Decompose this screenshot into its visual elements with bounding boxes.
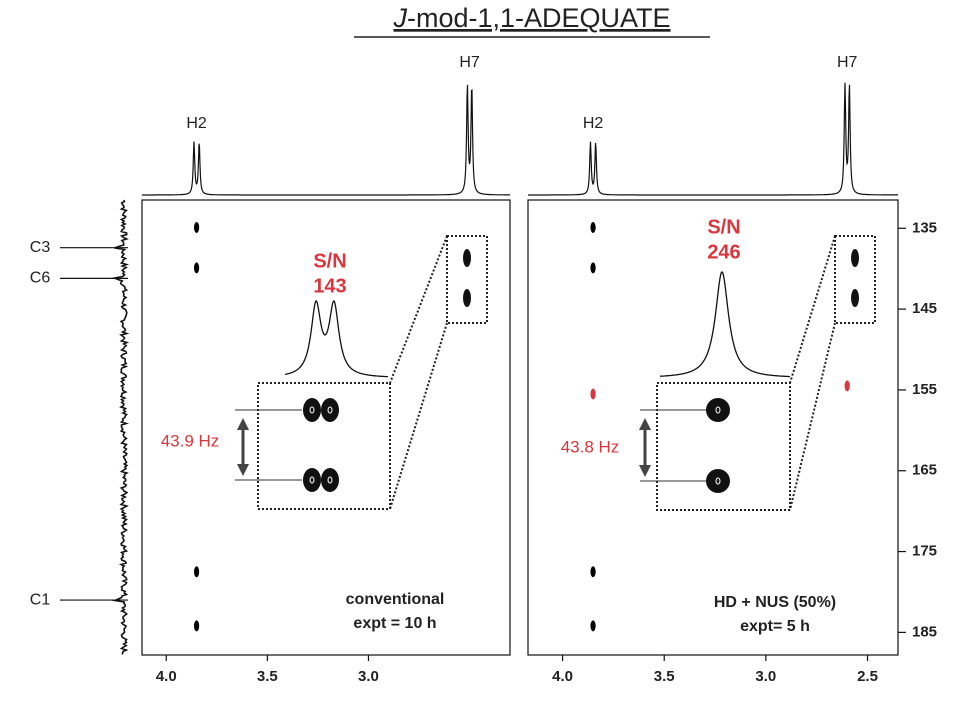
peak-label: H7 xyxy=(459,54,480,71)
row-label: C3 xyxy=(30,239,51,256)
slice-spectrum xyxy=(659,271,791,378)
x-tick-label: 2.5 xyxy=(857,668,878,685)
slice-spectrum xyxy=(284,300,389,378)
carbon-trace xyxy=(111,199,130,655)
zoom-spot xyxy=(851,249,859,267)
peak-label: H7 xyxy=(837,54,858,71)
x-tick-label: 3.0 xyxy=(755,668,776,685)
y-tick-label: 165 xyxy=(912,462,937,479)
zoom-spot xyxy=(463,289,471,307)
arrow-head xyxy=(237,464,249,476)
contour-center xyxy=(309,406,315,414)
arrow-head xyxy=(237,418,249,430)
zoom-connector xyxy=(789,235,836,384)
zoom-spot xyxy=(851,289,859,307)
row-label: C6 xyxy=(30,270,51,287)
contour-center xyxy=(327,476,333,484)
contour xyxy=(303,398,321,422)
y-tick-label: 145 xyxy=(912,300,937,317)
zoom-box xyxy=(446,235,488,324)
zoom-spot xyxy=(463,249,471,267)
contour-center xyxy=(715,406,721,414)
zoom-connector xyxy=(389,235,448,384)
panel-note: expt = 10 h xyxy=(353,615,436,632)
contour-center xyxy=(715,477,721,485)
row-label: C1 xyxy=(30,591,51,608)
title-italic: J xyxy=(392,3,407,33)
y-tick-label: 175 xyxy=(912,543,937,560)
zoom-connector xyxy=(389,322,448,510)
sn-label: S/N xyxy=(313,250,346,272)
arrow-head xyxy=(639,418,651,430)
title-text: -mod-1,1-ADEQUATE xyxy=(407,3,671,33)
panel-note: conventional xyxy=(346,591,445,608)
cross-peak xyxy=(193,620,200,632)
cross-peak xyxy=(193,566,200,578)
panel-note: expt= 5 h xyxy=(740,618,810,635)
cross-peak xyxy=(193,221,200,233)
contour xyxy=(706,469,730,493)
y-tick-label: 135 xyxy=(912,219,937,236)
contour xyxy=(706,398,730,422)
cross-peak xyxy=(193,262,200,274)
proton-spectrum xyxy=(528,82,898,196)
contour xyxy=(303,468,321,492)
cross-peak xyxy=(590,221,596,233)
contour xyxy=(321,398,339,422)
figure-title: J-mod-1,1-ADEQUATE xyxy=(392,3,670,33)
x-tick-label: 4.0 xyxy=(552,668,573,685)
arrow-head xyxy=(639,465,651,477)
zoom-connector xyxy=(789,322,836,511)
coupling-label: 43.9 Hz xyxy=(161,431,220,450)
coupling-label: 43.8 Hz xyxy=(561,437,620,456)
plot-frame xyxy=(527,199,899,656)
cross-peak xyxy=(590,620,596,632)
cross-peak xyxy=(590,388,596,400)
peak-label: H2 xyxy=(583,115,604,132)
x-tick-label: 3.5 xyxy=(654,668,675,685)
plot-frame xyxy=(141,199,511,656)
contour-center xyxy=(309,476,315,484)
inset-box xyxy=(656,382,791,511)
cross-peak xyxy=(844,380,850,392)
peak-label: H2 xyxy=(186,115,207,132)
contour-center xyxy=(327,406,333,414)
cross-peak xyxy=(590,262,596,274)
x-tick-label: 3.0 xyxy=(358,668,379,685)
proton-spectrum xyxy=(142,84,510,196)
sn-label: S/N xyxy=(707,216,740,238)
x-tick-label: 3.5 xyxy=(257,668,278,685)
y-tick-label: 155 xyxy=(912,381,937,398)
panel-note: HD + NUS (50%) xyxy=(714,594,836,611)
cross-peak xyxy=(590,566,596,578)
y-tick-label: 185 xyxy=(912,623,937,640)
inset-box xyxy=(257,382,391,510)
contour xyxy=(321,468,339,492)
x-tick-label: 4.0 xyxy=(156,668,177,685)
zoom-box xyxy=(834,235,876,324)
sn-value: 143 xyxy=(313,275,346,297)
sn-value: 246 xyxy=(707,241,740,263)
